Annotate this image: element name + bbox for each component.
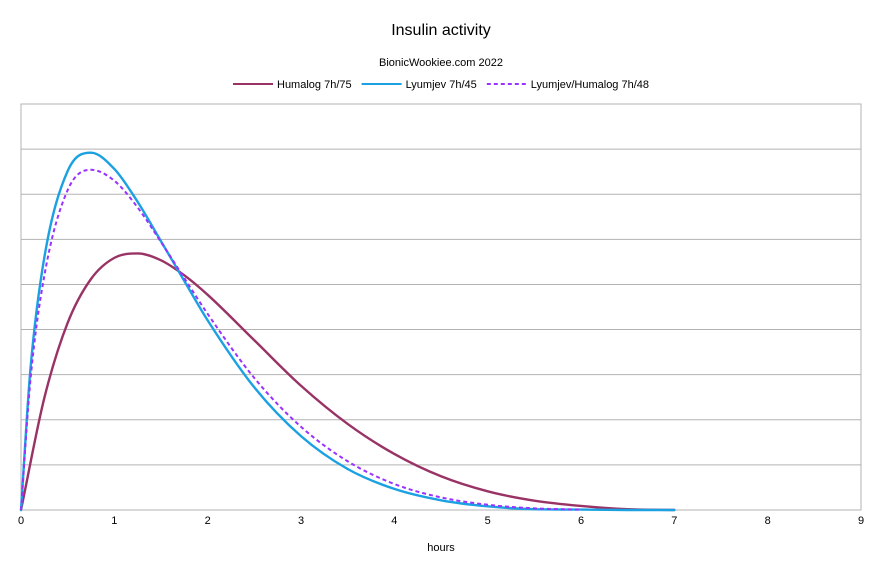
legend-item: Lyumjev/Humalog 7h/48 — [486, 79, 649, 91]
x-tick-label: 4 — [391, 515, 397, 527]
chart-subtitle: BionicWookiee.com 2022 — [379, 57, 503, 69]
x-tick-label: 8 — [765, 515, 771, 527]
legend: Humalog 7h/75 Lyumjev 7h/45 Lyumjev/Humalo… — [233, 79, 649, 91]
series-line-3 — [20, 168, 582, 511]
legend-item: Humalog 7h/75 — [233, 79, 352, 91]
x-tick-label: 0 — [18, 515, 24, 527]
legend-label: Humalog 7h/75 — [277, 79, 352, 91]
x-tick-label: 9 — [858, 515, 864, 527]
plot-area — [20, 103, 862, 511]
legend-item: Lyumjev 7h/45 — [361, 79, 477, 91]
x-axis-ticks: 0 1 2 3 4 5 6 7 8 9 — [18, 515, 864, 527]
legend-label: Lyumjev/Humalog 7h/48 — [531, 79, 649, 91]
x-tick-label: 6 — [578, 515, 584, 527]
x-axis-label: hours — [427, 542, 455, 554]
series-line-1 — [19, 252, 676, 512]
legend-label: Lyumjev 7h/45 — [406, 79, 477, 91]
x-tick-label: 5 — [485, 515, 491, 527]
x-tick-label: 1 — [111, 515, 117, 527]
x-tick-label: 3 — [298, 515, 304, 527]
x-tick-label: 7 — [671, 515, 677, 527]
gridlines — [21, 148, 861, 466]
chart-title: Insulin activity — [391, 22, 491, 39]
series-line-2 — [19, 151, 676, 512]
x-tick-label: 2 — [205, 515, 211, 527]
series-lines — [19, 151, 676, 512]
